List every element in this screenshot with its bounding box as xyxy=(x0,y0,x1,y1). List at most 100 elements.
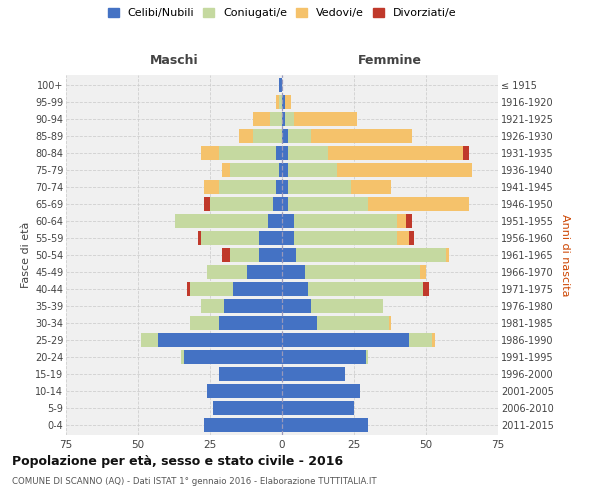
Bar xyxy=(279,163,282,177)
Bar xyxy=(274,197,282,211)
Bar xyxy=(181,350,184,364)
Bar xyxy=(259,248,282,262)
Bar xyxy=(311,299,383,313)
Bar xyxy=(230,163,279,177)
Bar xyxy=(279,95,282,109)
Bar xyxy=(282,129,288,143)
Bar xyxy=(230,248,259,262)
Bar xyxy=(288,146,328,160)
Bar xyxy=(190,316,218,330)
Bar xyxy=(282,265,305,279)
Bar xyxy=(282,197,288,211)
Bar xyxy=(158,333,282,347)
Bar xyxy=(268,214,282,228)
Bar xyxy=(311,129,412,143)
Bar xyxy=(397,231,409,245)
Bar xyxy=(202,231,259,245)
Bar xyxy=(282,248,296,262)
Text: Popolazione per età, sesso e stato civile - 2016: Popolazione per età, sesso e stato civil… xyxy=(12,455,343,468)
Bar xyxy=(389,316,391,330)
Bar xyxy=(463,146,469,160)
Bar xyxy=(190,282,233,296)
Bar xyxy=(221,248,230,262)
Bar xyxy=(317,316,389,330)
Bar xyxy=(199,231,202,245)
Bar xyxy=(285,95,290,109)
Bar xyxy=(351,180,391,194)
Bar xyxy=(187,282,190,296)
Y-axis label: Anni di nascita: Anni di nascita xyxy=(560,214,571,296)
Bar xyxy=(282,214,293,228)
Bar xyxy=(282,401,354,415)
Bar xyxy=(276,146,282,160)
Y-axis label: Fasce di età: Fasce di età xyxy=(20,222,31,288)
Bar xyxy=(293,214,397,228)
Bar xyxy=(282,163,288,177)
Bar xyxy=(446,248,449,262)
Bar xyxy=(282,95,285,109)
Bar xyxy=(247,265,282,279)
Bar xyxy=(409,231,415,245)
Bar xyxy=(282,299,311,313)
Bar xyxy=(282,231,293,245)
Bar xyxy=(204,418,282,432)
Bar xyxy=(279,78,282,92)
Bar xyxy=(204,180,218,194)
Bar xyxy=(218,316,282,330)
Bar xyxy=(224,299,282,313)
Bar xyxy=(296,248,446,262)
Bar xyxy=(420,265,426,279)
Legend: Celibi/Nubili, Coniugati/e, Vedovi/e, Divorziati/e: Celibi/Nubili, Coniugati/e, Vedovi/e, Di… xyxy=(106,6,458,20)
Bar xyxy=(365,350,368,364)
Bar xyxy=(432,333,434,347)
Bar xyxy=(288,129,311,143)
Text: Maschi: Maschi xyxy=(149,54,199,68)
Bar xyxy=(397,214,406,228)
Bar xyxy=(175,214,268,228)
Text: Femmine: Femmine xyxy=(358,54,422,68)
Bar xyxy=(259,231,282,245)
Bar xyxy=(282,384,360,398)
Bar xyxy=(406,214,412,228)
Bar xyxy=(337,163,472,177)
Bar xyxy=(271,112,282,126)
Bar xyxy=(409,333,432,347)
Bar xyxy=(221,163,230,177)
Bar xyxy=(141,333,158,347)
Bar xyxy=(368,197,469,211)
Bar xyxy=(282,282,308,296)
Bar xyxy=(285,112,293,126)
Bar xyxy=(282,367,346,381)
Bar xyxy=(207,265,247,279)
Bar xyxy=(293,112,357,126)
Bar xyxy=(288,197,368,211)
Bar xyxy=(282,418,368,432)
Bar xyxy=(308,282,423,296)
Bar xyxy=(218,180,276,194)
Bar xyxy=(305,265,420,279)
Bar xyxy=(218,146,276,160)
Bar xyxy=(276,180,282,194)
Bar xyxy=(328,146,463,160)
Bar xyxy=(239,129,253,143)
Bar xyxy=(282,316,317,330)
Bar xyxy=(282,350,365,364)
Bar xyxy=(276,95,279,109)
Bar xyxy=(233,282,282,296)
Bar xyxy=(202,299,224,313)
Bar xyxy=(184,350,282,364)
Bar xyxy=(207,384,282,398)
Bar xyxy=(253,112,271,126)
Bar xyxy=(288,180,351,194)
Bar xyxy=(423,282,429,296)
Text: COMUNE DI SCANNO (AQ) - Dati ISTAT 1° gennaio 2016 - Elaborazione TUTTITALIA.IT: COMUNE DI SCANNO (AQ) - Dati ISTAT 1° ge… xyxy=(12,478,377,486)
Bar xyxy=(218,367,282,381)
Bar xyxy=(202,146,218,160)
Bar xyxy=(282,112,285,126)
Bar xyxy=(282,333,409,347)
Bar xyxy=(253,129,282,143)
Bar xyxy=(210,197,274,211)
Bar xyxy=(293,231,397,245)
Bar xyxy=(213,401,282,415)
Bar xyxy=(282,146,288,160)
